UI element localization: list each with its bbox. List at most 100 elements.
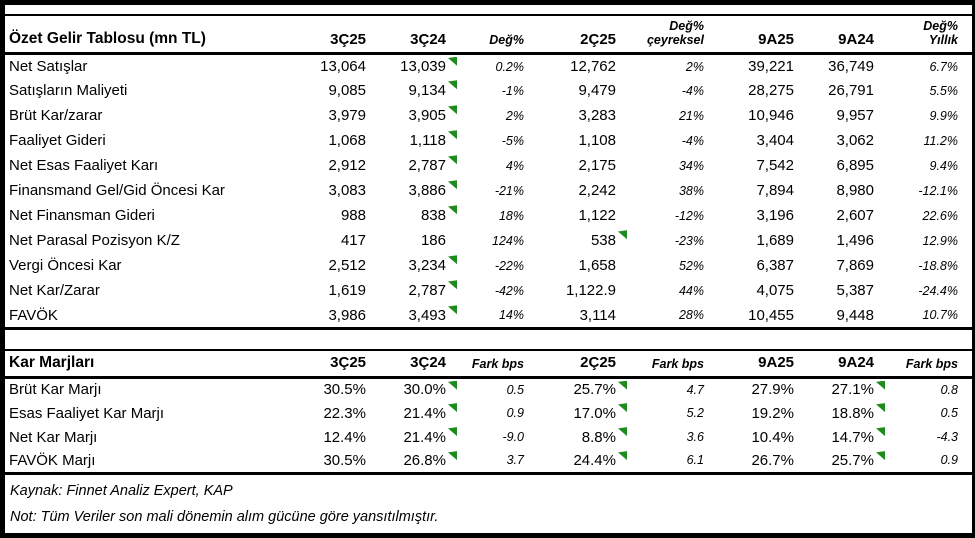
value-cell: 2,242 — [538, 178, 630, 203]
cell-value: 7,542 — [756, 157, 794, 175]
column-header-2c25: 2Ç25 — [538, 349, 630, 379]
table-row: FAVÖK Marjı 30.5% 26.8% 3.7 24.4% 6.1 26.7% 25.… — [5, 449, 972, 473]
value-cell: 9,479 — [538, 78, 630, 103]
value-cell: 1,122.9 — [538, 278, 630, 303]
value-cell: 13,039 — [380, 53, 460, 78]
value-cell: 3,905 — [380, 103, 460, 128]
table-row: Satışların Maliyeti 9,085 9,134 -1% 9,479 -4%… — [5, 78, 972, 103]
table-row: Net Kar/Zarar 1,619 2,787 -42% 1,122.9 44% 4,0… — [5, 278, 972, 303]
column-header-9a25: 9A25 — [718, 349, 808, 379]
change-cell: 2% — [630, 53, 718, 78]
cell-value: 0.9 — [506, 406, 524, 421]
cell-value: -4% — [681, 83, 704, 98]
cell-value: 0.5 — [506, 382, 524, 397]
row-label: Brüt Kar Marjı — [9, 381, 102, 399]
table-row: Net Esas Faaliyet Karı 2,912 2,787 4% 2,175 3… — [5, 153, 972, 178]
column-header-line-bottom: çeyreksel — [646, 33, 704, 48]
table-row: Vergi Öncesi Kar 2,512 3,234 -22% 1,658 52% 6,… — [5, 253, 972, 278]
value-cell: 7,869 — [808, 253, 888, 278]
value-cell: 21.4% — [380, 425, 460, 449]
comment-marker-icon — [876, 380, 885, 390]
cell-value: -12.1% — [918, 183, 958, 198]
change-cell: 0.5 — [460, 377, 538, 401]
cell-value: 5,387 — [836, 282, 874, 300]
table-row: Net Kar Marjı 12.4% 21.4% -9.0 8.8% 3.6 10.4% 1… — [5, 425, 972, 449]
cell-value: 3,083 — [328, 182, 366, 200]
value-cell: 1,122 — [538, 203, 630, 228]
cell-value: 19.2% — [751, 404, 794, 422]
source-note: Kaynak: Finnet Analiz Expert, KAP — [10, 482, 233, 499]
value-cell: 21.4% — [380, 401, 460, 425]
change-cell: 0.2% — [460, 53, 538, 78]
value-cell: 538 — [538, 228, 630, 253]
change-cell: -4% — [630, 78, 718, 103]
value-cell: 14.7% — [808, 425, 888, 449]
value-cell: 1,108 — [538, 128, 630, 153]
income-table-body: Net Satışlar 13,064 13,039 0.2% 12,762 2% 39,2… — [5, 53, 972, 328]
cell-value: 3,283 — [578, 107, 616, 125]
comment-marker-icon — [448, 205, 457, 215]
cell-value: 9.4% — [929, 158, 959, 173]
cell-value: 3,062 — [836, 132, 874, 150]
comment-marker-icon — [618, 427, 627, 437]
profit-margins-table: Kar Marjları 3Ç25 3Ç24 Fark bps 2Ç25 Far… — [5, 348, 972, 475]
change-cell: -23% — [630, 228, 718, 253]
change-cell: -12% — [630, 203, 718, 228]
cell-value: 8,980 — [836, 182, 874, 200]
value-cell: 3,404 — [718, 128, 808, 153]
cell-value: 988 — [340, 207, 366, 225]
cell-value: 186 — [420, 232, 446, 250]
value-cell: 2,912 — [288, 153, 380, 178]
value-cell: 8.8% — [538, 425, 630, 449]
comment-marker-icon — [618, 230, 627, 240]
value-cell: 1,619 — [288, 278, 380, 303]
table-row: Finansmand Gel/Gid Öncesi Kar 3,083 3,886 -… — [5, 178, 972, 203]
value-cell: 1,068 — [288, 128, 380, 153]
cell-value: 2,242 — [578, 182, 616, 200]
row-label: Net Kar/Zarar — [9, 282, 100, 300]
cell-value: 4.7 — [686, 382, 704, 397]
row-label: Net Parasal Pozisyon K/Z — [9, 232, 180, 250]
cell-value: 0.2% — [495, 59, 525, 74]
cell-value: 2,787 — [408, 157, 446, 175]
change-cell: -42% — [460, 278, 538, 303]
comment-marker-icon — [448, 403, 457, 413]
value-cell: 3,196 — [718, 203, 808, 228]
cell-value: 10,455 — [748, 306, 794, 324]
cell-value: -22% — [494, 258, 524, 273]
cell-value: 3,114 — [579, 306, 616, 324]
value-cell: 9,085 — [288, 78, 380, 103]
cell-value: 1,689 — [756, 232, 794, 250]
cell-value: 1,118 — [409, 132, 446, 150]
value-cell: 26.7% — [718, 449, 808, 473]
cell-value: 26.8% — [403, 451, 446, 469]
column-header-3c24: 3Ç24 — [380, 15, 460, 55]
value-cell: 13,064 — [288, 53, 380, 78]
cell-value: -9.0 — [502, 430, 524, 445]
change-cell: 6.1 — [630, 449, 718, 473]
margins-header-row: Kar Marjları 3Ç25 3Ç24 Fark bps 2Ç25 Far… — [5, 349, 972, 379]
comment-marker-icon — [448, 105, 457, 115]
comment-marker-icon — [448, 180, 457, 190]
change-cell: 18% — [460, 203, 538, 228]
cell-value: 11.2% — [923, 133, 958, 148]
cell-value: 5.5% — [929, 83, 959, 98]
row-label: Net Kar Marjı — [9, 428, 98, 446]
column-header-9a25: 9A25 — [718, 15, 808, 55]
value-cell: 22.3% — [288, 401, 380, 425]
change-cell: 44% — [630, 278, 718, 303]
change-cell: 3.6 — [630, 425, 718, 449]
value-cell: 27.1% — [808, 377, 888, 401]
change-cell: 11.2% — [888, 128, 972, 153]
cell-value: 22.3% — [323, 404, 366, 422]
change-cell: -9.0 — [460, 425, 538, 449]
table-row: Brüt Kar Marjı 30.5% 30.0% 0.5 25.7% 4.7 27.9%… — [5, 377, 972, 401]
value-cell: 2,607 — [808, 203, 888, 228]
value-cell: 28,275 — [718, 78, 808, 103]
value-cell: 26.8% — [380, 449, 460, 473]
comment-marker-icon — [876, 403, 885, 413]
cell-value: -4.3 — [936, 430, 958, 445]
cell-value: 28,275 — [748, 82, 794, 100]
row-label: Net Finansman Gideri — [9, 207, 155, 225]
